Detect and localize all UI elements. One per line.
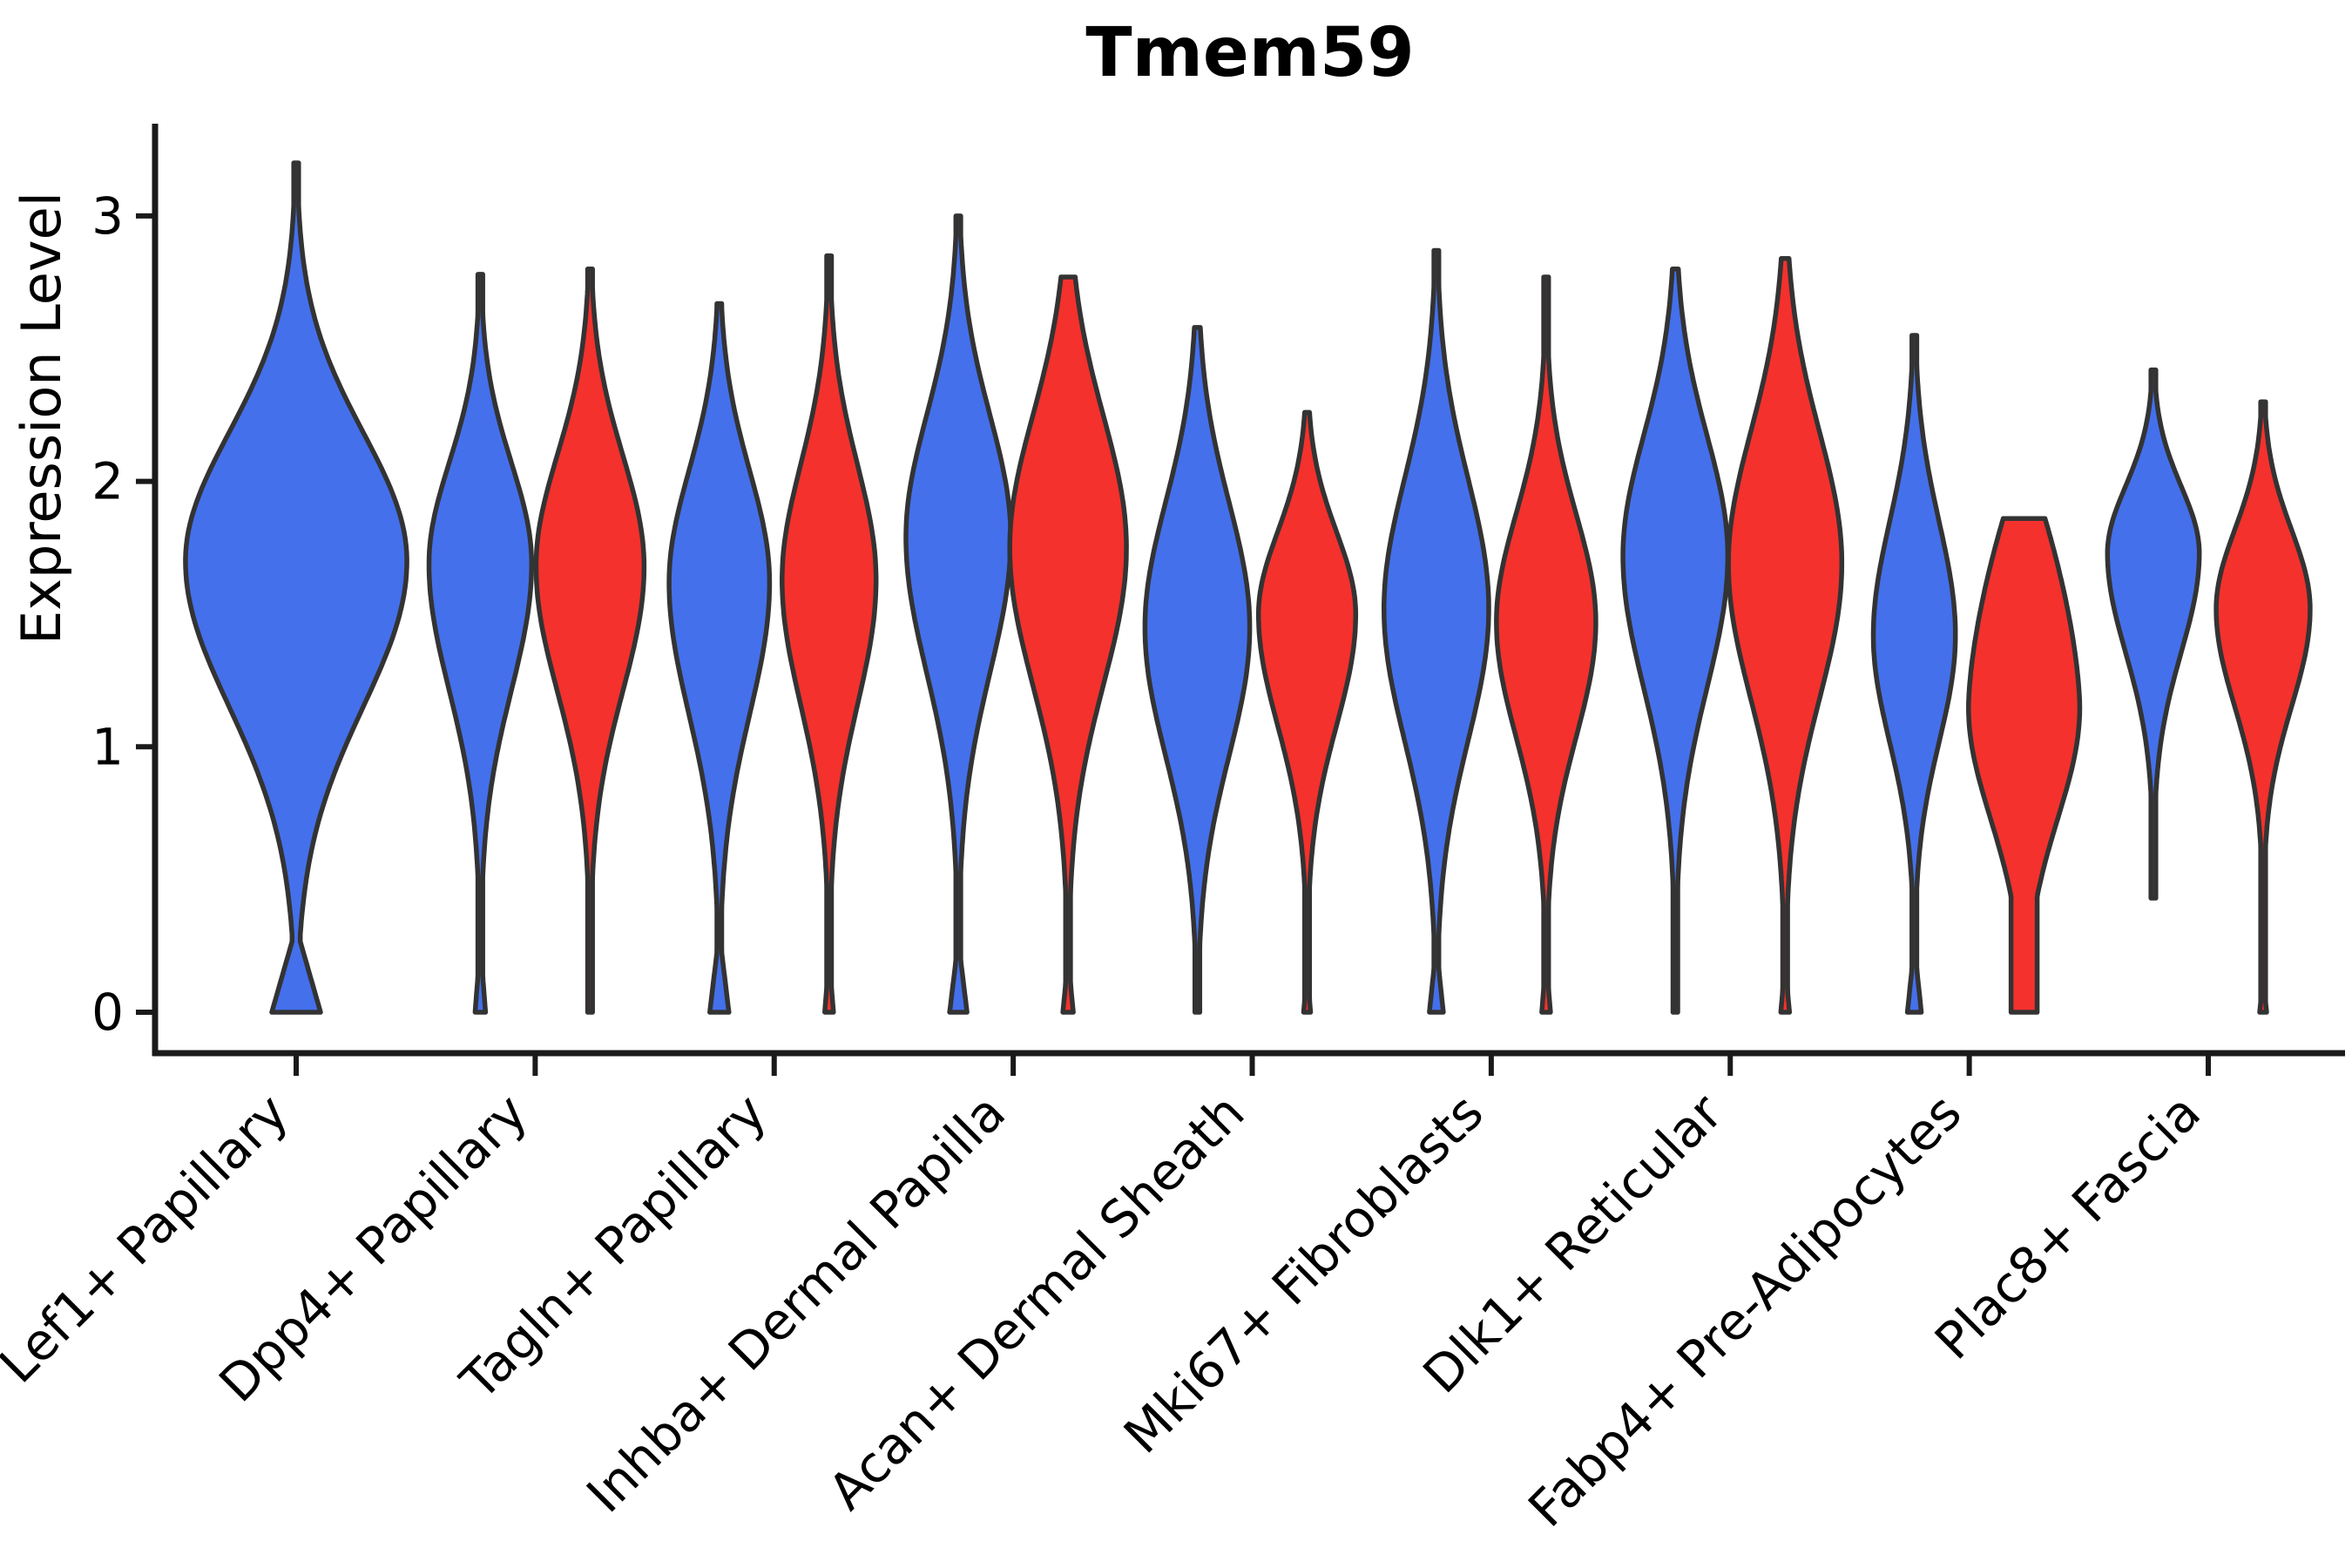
x-axis-label: Fabp4+ Pre-Adipocytes [1517, 1083, 1972, 1538]
y-tick-label: 1 [91, 717, 124, 776]
violin-red [1726, 255, 1845, 1015]
violin-blue [1870, 333, 1958, 1015]
x-axis-label: Acan+ Dermal Sheath [817, 1083, 1255, 1521]
y-tick-label: 3 [91, 186, 124, 246]
violin-red [1966, 516, 2083, 1015]
violin-red [780, 253, 879, 1015]
violin-blue [2105, 367, 2202, 901]
violin-red [1255, 409, 1359, 1015]
y-tick-label: 2 [91, 452, 124, 511]
violin-blue [903, 213, 1014, 1015]
violin-red [1007, 274, 1129, 1015]
violin-blue [1142, 325, 1253, 1015]
violin-red [1494, 274, 1598, 1015]
y-tick-label: 0 [91, 983, 124, 1042]
violin-red [533, 267, 647, 1015]
violin-blue [426, 272, 535, 1015]
violin-blue [1620, 267, 1731, 1015]
violin-blue [666, 301, 773, 1015]
violin-blue [183, 160, 409, 1015]
x-axis-label: Inhba+ Dermal Papilla [575, 1083, 1017, 1524]
violin-red [2213, 399, 2313, 1015]
violin-blue [1381, 247, 1491, 1015]
chart-title: Tmem59 [1085, 14, 1415, 92]
